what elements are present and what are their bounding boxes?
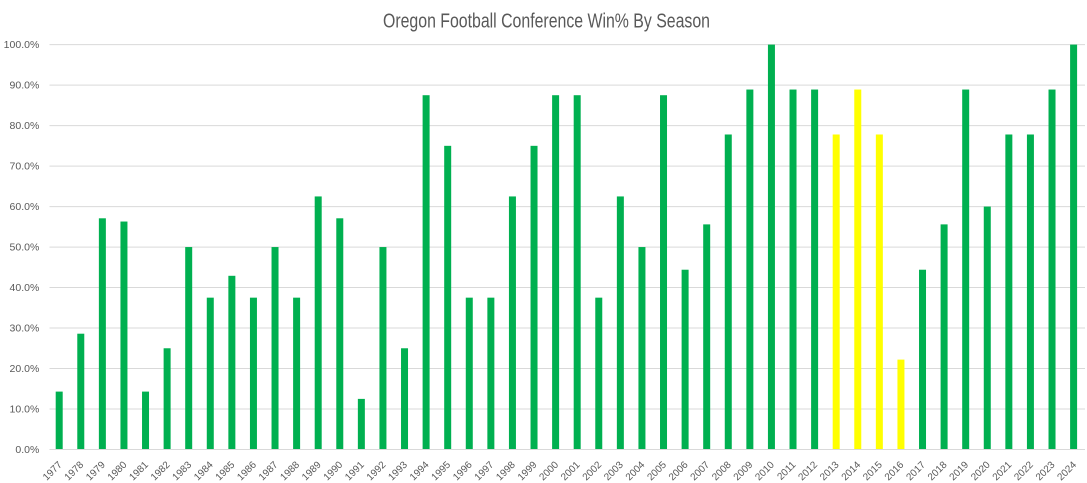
- svg-text:10.0%: 10.0%: [10, 404, 40, 416]
- svg-text:20.0%: 20.0%: [10, 363, 40, 375]
- svg-text:Oregon Football Conference Win: Oregon Football Conference Win% By Seaso…: [383, 11, 710, 33]
- svg-text:80.0%: 80.0%: [10, 120, 40, 132]
- svg-text:30.0%: 30.0%: [10, 323, 40, 335]
- svg-text:60.0%: 60.0%: [10, 201, 40, 213]
- svg-text:0.0%: 0.0%: [15, 444, 39, 456]
- svg-text:40.0%: 40.0%: [10, 282, 40, 294]
- svg-text:70.0%: 70.0%: [10, 161, 40, 173]
- svg-text:90.0%: 90.0%: [10, 80, 40, 92]
- svg-text:50.0%: 50.0%: [10, 242, 40, 254]
- svg-text:100.0%: 100.0%: [4, 39, 40, 51]
